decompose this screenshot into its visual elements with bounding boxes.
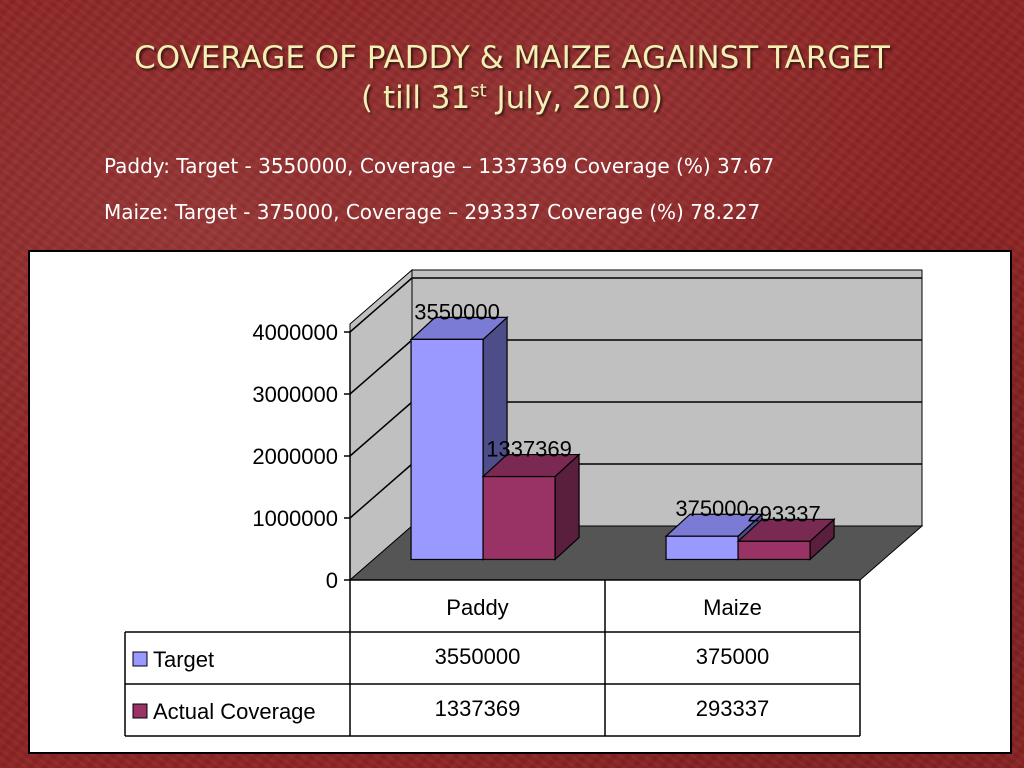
legend-swatch xyxy=(132,703,148,719)
gridline-side xyxy=(349,339,413,395)
coverage-chart: 4000000 3000000 2000000 1000000 0 3550000 1337… xyxy=(124,268,924,737)
coverage-bar xyxy=(737,540,811,561)
table-cell: 1337369 xyxy=(435,696,521,721)
table-cell: 293337 xyxy=(696,696,769,721)
legend-label: Actual Coverage xyxy=(153,699,316,724)
data-label: 3550000 xyxy=(414,299,500,324)
y-tick-label: 0 xyxy=(326,568,338,593)
target-bar xyxy=(665,535,739,561)
y-tick-label: 3000000 xyxy=(252,382,338,407)
slide-subtitle: ( till 31st July, 2010) xyxy=(361,80,663,116)
data-label: 293337 xyxy=(747,501,820,526)
table-cell: 375000 xyxy=(696,644,769,669)
table-cell: 3550000 xyxy=(435,644,521,669)
x-category-label: Maize xyxy=(703,595,762,620)
paddy-summary: Paddy: Target - 3550000, Coverage – 1337… xyxy=(104,154,775,178)
gridline-side xyxy=(349,277,413,333)
y-tick-label: 4000000 xyxy=(252,320,338,345)
legend-swatch xyxy=(132,651,148,667)
legend-label: Target xyxy=(153,647,214,672)
target-bar xyxy=(410,338,484,561)
coverage-bar xyxy=(482,475,556,561)
gridline-side xyxy=(349,463,413,519)
x-category-label: Paddy xyxy=(446,595,508,620)
data-label: 1337369 xyxy=(486,437,572,462)
data-label: 375000 xyxy=(675,496,748,521)
chart-container: 4000000 3000000 2000000 1000000 0 3550000 1337… xyxy=(28,250,1012,754)
y-tick-label: 2000000 xyxy=(252,444,338,469)
maize-summary: Maize: Target - 375000, Coverage – 29333… xyxy=(104,200,761,224)
slide-title: COVERAGE OF PADDY & MAIZE AGAINST TARGET xyxy=(134,40,890,76)
y-tick-label: 1000000 xyxy=(252,506,338,531)
gridline-side xyxy=(349,401,413,457)
